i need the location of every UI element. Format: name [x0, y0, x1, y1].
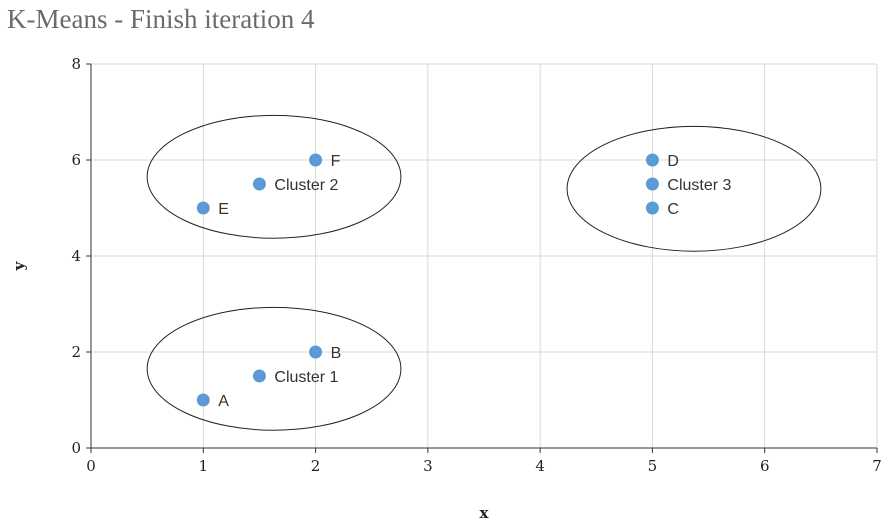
- point-label: F: [331, 153, 341, 170]
- x-tick-label: 7: [872, 457, 882, 475]
- x-axis-title: x: [480, 504, 490, 522]
- x-tick-label: 0: [86, 457, 96, 475]
- data-points: [196, 153, 659, 407]
- point-label: Cluster 2: [274, 177, 338, 194]
- point-label: Cluster 3: [667, 177, 731, 194]
- point-label: D: [667, 153, 679, 170]
- data-point: [645, 153, 659, 167]
- cluster-ellipse: [146, 114, 402, 239]
- x-tick-label: 1: [199, 457, 209, 475]
- y-tick-label: 2: [71, 343, 81, 361]
- point-label: C: [667, 201, 679, 218]
- point-label: E: [218, 201, 229, 218]
- data-point: [309, 345, 323, 359]
- data-point: [309, 153, 323, 167]
- data-point: [645, 201, 659, 215]
- y-tick-labels: 0 2 4 6 8: [71, 55, 91, 457]
- point-label: B: [331, 345, 342, 362]
- y-axis-title: y: [10, 260, 28, 271]
- x-tick-labels: 0 1 2 3 4 5 6 7: [86, 448, 882, 475]
- data-point: [645, 177, 659, 191]
- cluster-ellipse: [566, 125, 822, 252]
- x-tick-label: 3: [423, 457, 433, 475]
- data-point: [252, 177, 266, 191]
- x-tick-label: 2: [311, 457, 321, 475]
- y-tick-label: 8: [71, 55, 81, 73]
- data-point: [252, 369, 266, 383]
- point-label: Cluster 1: [274, 369, 338, 386]
- y-tick-label: 0: [71, 439, 81, 457]
- x-tick-label: 6: [760, 457, 770, 475]
- y-tick-label: 4: [71, 247, 81, 265]
- point-label: A: [218, 393, 229, 410]
- x-tick-label: 4: [535, 457, 545, 475]
- grid-lines: [91, 63, 878, 448]
- data-point: [196, 393, 210, 407]
- cluster-ellipse: [146, 306, 402, 431]
- point-labels: A B Cluster 1 E F Cluster 2 C D Cluster 3: [218, 153, 731, 410]
- data-point: [196, 201, 210, 215]
- chart-title: K-Means - Finish iteration 4: [7, 4, 315, 34]
- x-tick-label: 5: [648, 457, 658, 475]
- y-tick-label: 6: [71, 151, 81, 169]
- cluster-ellipses: [146, 114, 822, 431]
